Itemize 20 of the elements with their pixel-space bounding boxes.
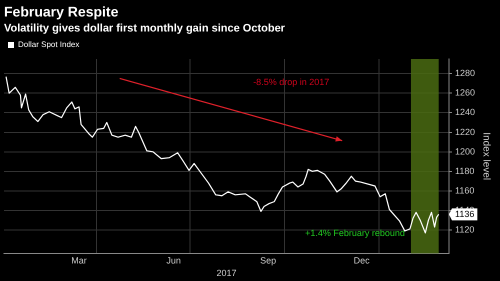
x-tick-label: Mar (71, 255, 87, 266)
x-tick-label: Dec (354, 255, 370, 266)
y-axis-title: Index level (480, 132, 492, 180)
y-tick-label: 1280 (454, 68, 476, 78)
annotation: -8.5% drop in 2017 (253, 76, 330, 87)
y-tick-label: 1200 (454, 146, 476, 156)
legend-label: Dollar Spot Index (18, 40, 80, 50)
y-tick-label: 1220 (454, 126, 476, 137)
y-tick-label: 1260 (454, 88, 476, 98)
y-tick-label: 1180 (454, 166, 474, 176)
x-tick-label: Jun (166, 255, 181, 266)
chart-subtitle: Volatility gives dollar first monthly gain since October (4, 22, 286, 34)
annotation: 1136 (454, 208, 474, 219)
y-tick-label: 1120 (454, 224, 474, 234)
y-tick-label: 1240 (454, 107, 476, 118)
y-tick-label: 1160 (454, 185, 474, 196)
x-tick-label: Sep (260, 255, 276, 266)
x-axis-title: 2017 (216, 268, 237, 278)
chart-title: February Respite (4, 3, 119, 20)
band-label: +1.4% February rebound (305, 228, 405, 238)
